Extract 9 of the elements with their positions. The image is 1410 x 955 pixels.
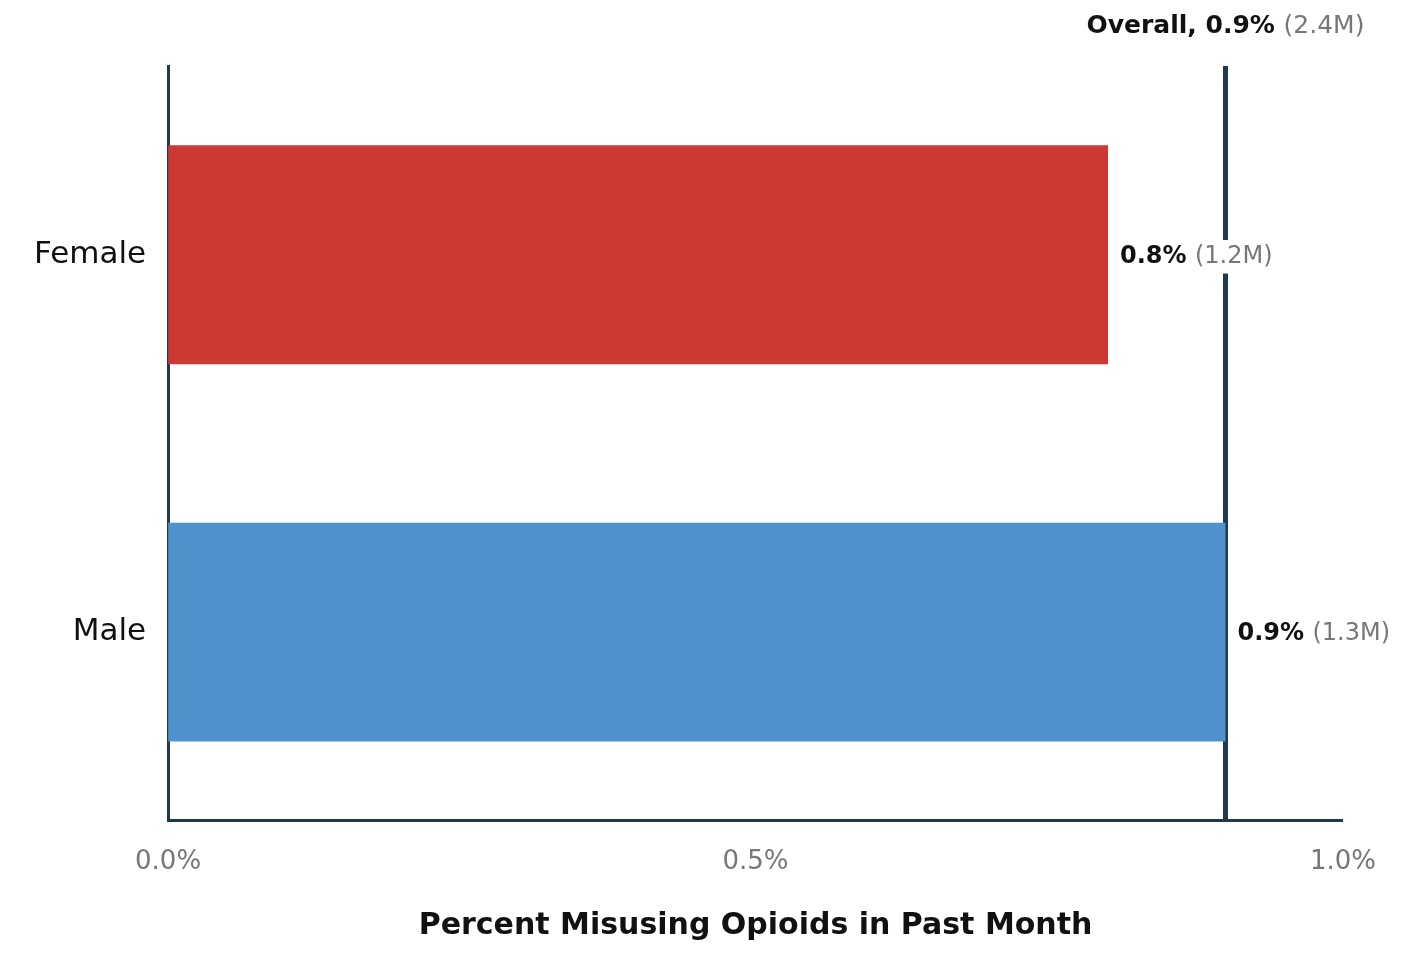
- x-tick-label: 0.5%: [722, 845, 789, 876]
- data-label: 0.8% (1.2M): [1120, 240, 1273, 269]
- y-tick-label: Female: [33, 233, 147, 270]
- x-tick-label: 1.0%: [1309, 845, 1376, 876]
- x-tick-label: 0.0%: [135, 845, 202, 876]
- x-axis-title: Percent Misusing Opioids in Past Month: [418, 905, 1093, 941]
- ref-line-label: Overall, 0.9% (2.4M): [1086, 9, 1365, 39]
- y-tick-label: Male: [72, 611, 147, 648]
- data-label: 0.9% (1.3M): [1237, 618, 1391, 647]
